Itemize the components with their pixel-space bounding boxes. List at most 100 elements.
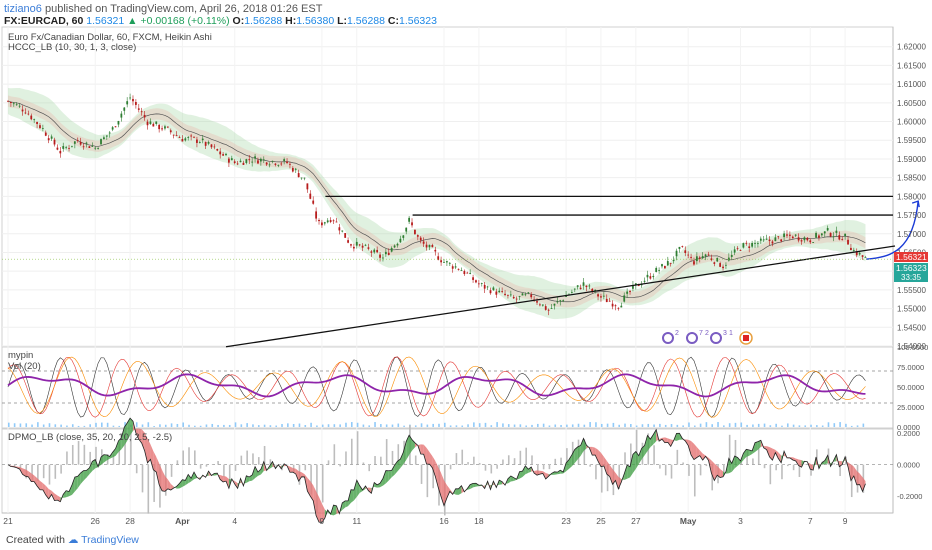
dpmo-cloud-segment (289, 466, 293, 473)
candle-body (733, 249, 736, 253)
dpmo-cloud-segment (644, 435, 648, 456)
candle-body (268, 164, 271, 166)
axis-labels: 1.62000 1.61500 1.61000 1.60500 1.60000 1.595… (3, 43, 928, 526)
candle-body (710, 258, 713, 260)
tradingview-brand-link[interactable]: TradingView (81, 534, 139, 546)
candle-body (504, 293, 506, 295)
event-icon[interactable] (662, 332, 674, 344)
dpmo-cloud-segment (455, 488, 459, 495)
drawn-lines (2, 195, 920, 348)
candle-body (477, 283, 480, 285)
candle-body (27, 113, 30, 115)
dpmo-histogram-bar (595, 464, 597, 480)
volume-bar (153, 425, 155, 427)
candle-body (539, 304, 541, 306)
dpmo-histogram-bar (414, 455, 417, 465)
volume-bar (560, 424, 562, 427)
time-tick-label: 28 (125, 516, 135, 526)
candle-body (690, 257, 692, 258)
candle-body (695, 256, 698, 262)
dpmo-cloud-segment (92, 459, 96, 471)
candle-body (347, 240, 349, 243)
candle-body (105, 135, 108, 137)
ascending-trendline[interactable] (225, 245, 896, 348)
volume-bar (71, 424, 74, 427)
volume-bar (54, 424, 57, 427)
candle-body (725, 264, 727, 266)
mypin-volume-label: Vol (20) (8, 361, 41, 372)
volume-bar (600, 423, 603, 427)
dpmo-histogram-bar (624, 452, 626, 465)
dpmo-histogram-bar (682, 462, 684, 465)
projection-arrow[interactable] (865, 201, 919, 260)
dpmo-cloud-segment (359, 485, 363, 493)
volume-bar (89, 424, 91, 427)
dpmo-cloud-segment (470, 483, 474, 489)
volume-bar (269, 425, 272, 427)
volume-bar (228, 424, 231, 427)
candle-body (460, 270, 463, 271)
dpmo-cloud-segment (246, 475, 250, 483)
dpmo-histogram-bar (548, 464, 551, 470)
candle-body (376, 249, 379, 253)
dpmo-cloud-segment (89, 461, 93, 475)
dpmo-cloud-segment (138, 428, 142, 444)
candle-body (757, 243, 759, 245)
dpmo-cloud-segment (164, 475, 168, 492)
volume-bar (798, 425, 801, 427)
candle-body (259, 158, 262, 162)
event-badges[interactable]: 2 7 2 3 1 (662, 330, 753, 345)
dpmo-cloud-segment (301, 472, 305, 477)
dpmo-histogram-bar (775, 464, 777, 471)
candle-body (820, 233, 823, 236)
dpmo-histogram-bar (287, 464, 289, 466)
dpmo-cloud-segment (31, 473, 35, 482)
candle-body (614, 305, 617, 307)
dpmo-histogram-bar (42, 464, 45, 479)
candle-body (797, 237, 800, 241)
dpmo-cloud-segment (769, 447, 773, 461)
volume-bar (845, 423, 847, 427)
volume-bar (542, 423, 545, 427)
dpmo-cloud-segment (423, 444, 427, 465)
volume-bar (48, 423, 51, 427)
mypin-tick-label: 0.0000 (897, 423, 920, 432)
candle-body (164, 126, 166, 129)
volume-bar (257, 425, 260, 427)
dpmo-histogram-bar (89, 451, 91, 465)
volume-bar (757, 423, 760, 427)
dpmo-cloud-segment (77, 472, 81, 489)
dpmo-cloud-segment (22, 468, 26, 477)
dpmo-histogram-bar (589, 464, 591, 467)
dpmo-cloud-segment (42, 483, 46, 496)
canada-flag-leaf-icon (743, 335, 749, 341)
volume-bar (141, 424, 144, 427)
candle-body (803, 237, 806, 241)
candle-body (716, 257, 719, 262)
time-tick-label: 9 (320, 516, 325, 526)
candle-body (190, 135, 193, 137)
candle-body (748, 246, 751, 249)
dpmo-cloud-segment (778, 452, 782, 463)
last-price-tag-text: 1.56321 (896, 252, 927, 262)
event-icon[interactable] (686, 332, 698, 344)
dpmo-cloud-segment (397, 459, 401, 472)
dpmo-histogram-bar (781, 464, 783, 480)
dpmo-cloud-segment (182, 479, 186, 487)
price-tick-label: 1.61000 (897, 80, 926, 89)
price-tick-label: 1.57000 (897, 230, 926, 239)
event-icon[interactable] (710, 332, 722, 344)
volume-bar (676, 424, 679, 427)
candle-body (315, 211, 318, 219)
volume-bar (618, 424, 620, 427)
dpmo-cloud-segment (121, 427, 125, 450)
volume-bar (455, 425, 458, 427)
candle-body (768, 239, 771, 241)
candle-body (59, 150, 62, 154)
dpmo-cloud-segment (519, 471, 523, 479)
dpmo-histogram-bar (54, 464, 57, 479)
candle-body (286, 161, 288, 163)
author-link[interactable]: tiziano6 (4, 3, 42, 15)
candle-body (655, 267, 658, 273)
